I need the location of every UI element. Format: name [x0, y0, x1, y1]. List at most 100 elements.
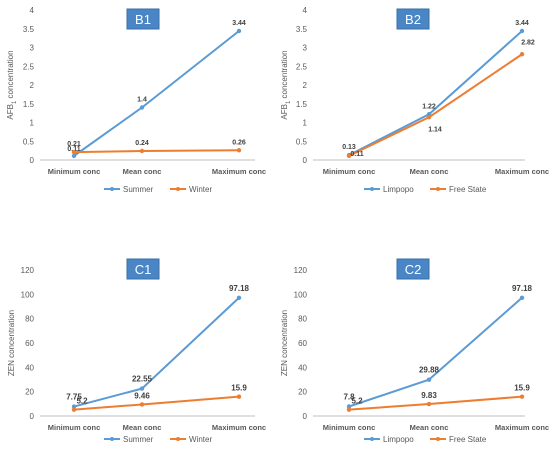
y-tick-label: 120 — [21, 266, 35, 275]
legend-marker — [436, 437, 440, 441]
y-tick-label: 3 — [303, 44, 308, 53]
data-label: 9.46 — [134, 391, 150, 400]
y-tick-label: 0.5 — [23, 137, 35, 146]
legend-label: Free State — [449, 185, 487, 194]
data-label: 97.18 — [229, 284, 250, 293]
data-point — [139, 105, 145, 110]
data-point — [236, 28, 242, 34]
chart-c1: C1 0 20 40 60 80 100 120 Minimum conc Mean conc Ma… — [7, 258, 266, 444]
data-label: 0.11 — [350, 151, 363, 158]
panel-label: B1 — [135, 12, 151, 27]
legend-label: Limpopo — [383, 435, 414, 444]
data-point — [426, 115, 432, 120]
y-tick-label: 60 — [25, 339, 34, 348]
data-label: 97.18 — [512, 284, 533, 293]
data-label: 0.26 — [232, 139, 246, 146]
y-tick-label: 40 — [25, 363, 34, 372]
data-label: 9.83 — [421, 391, 437, 400]
series-line-winter — [73, 395, 240, 411]
y-tick-label: 100 — [21, 290, 35, 299]
panel-label: C2 — [405, 262, 422, 277]
x-tick-label: Maximum conc — [495, 167, 549, 176]
y-tick-label: 2.5 — [23, 62, 35, 71]
x-tick-label: Mean conc — [123, 167, 162, 176]
data-point — [71, 153, 77, 159]
legend-label: Winter — [189, 185, 212, 194]
y-axis-title: AFB1 concentration — [6, 50, 18, 119]
data-label: 22.55 — [132, 375, 153, 384]
data-point — [236, 394, 242, 399]
x-tick-label: Minimum conc — [48, 167, 101, 176]
data-label: 0.24 — [135, 140, 149, 147]
y-tick-label: 100 — [294, 290, 308, 299]
data-point — [236, 295, 242, 300]
data-point — [426, 401, 432, 407]
y-tick-label: 1.5 — [23, 100, 35, 109]
panel-label: C1 — [135, 262, 152, 277]
panel-badge — [396, 258, 430, 280]
data-label: 0.21 — [67, 141, 81, 148]
x-tick-label: Mean conc — [410, 423, 449, 432]
x-tick-label: Maximum conc — [495, 423, 549, 432]
legend-marker — [436, 187, 440, 191]
data-label: 7.75 — [66, 393, 82, 402]
y-tick-label: 20 — [25, 388, 34, 397]
data-label: 29.88 — [419, 366, 440, 375]
y-axis-title: ZEN concentration — [280, 310, 289, 376]
panel-badge — [126, 258, 160, 280]
data-point — [346, 153, 352, 159]
y-tick-label: 3 — [30, 44, 35, 53]
data-label: 15.9 — [514, 384, 530, 393]
y-tick-label: 0 — [30, 156, 35, 165]
x-tick-label: Minimum conc — [323, 167, 376, 176]
legend-label: Limpopo — [383, 185, 414, 194]
series-line-summer — [73, 297, 240, 408]
panel-badge — [396, 8, 430, 30]
y-tick-label: 60 — [298, 339, 307, 348]
y-tick-label: 40 — [298, 363, 307, 372]
y-tick-label: 120 — [294, 266, 308, 275]
legend-marker — [370, 187, 374, 191]
data-label: 1.22 — [422, 103, 436, 110]
data-point — [71, 404, 77, 409]
data-label: 2.82 — [521, 39, 535, 46]
data-label: 5.2 — [351, 397, 363, 406]
y-tick-label: 3.5 — [23, 25, 35, 34]
y-tick-label: 4 — [30, 6, 35, 15]
x-tick-label: Minimum conc — [48, 423, 101, 432]
x-tick-label: Mean conc — [123, 423, 162, 432]
legend-label: Winter — [189, 435, 212, 444]
y-tick-label: 3.5 — [296, 25, 308, 34]
series-line-winter — [73, 149, 240, 154]
y-axis-title: AFB1 concentration — [280, 50, 292, 119]
data-point — [71, 149, 77, 155]
y-tick-label: 80 — [298, 315, 307, 324]
y-tick-label: 2.5 — [296, 62, 308, 71]
x-tick-label: Minimum conc — [323, 423, 376, 432]
y-tick-label: 2 — [303, 81, 308, 90]
y-tick-label: 1.5 — [296, 100, 308, 109]
data-point — [519, 295, 525, 300]
data-label: 15.9 — [231, 384, 247, 393]
data-label: 3.44 — [232, 20, 246, 27]
x-tick-label: Maximum conc — [212, 167, 266, 176]
data-point — [519, 394, 525, 399]
x-tick-label: Maximum conc — [212, 423, 266, 432]
legend-label: Free State — [449, 435, 487, 444]
panel-label: B2 — [405, 12, 421, 27]
y-axis-title: ZEN concentration — [7, 310, 16, 376]
data-point — [139, 386, 145, 391]
legend-marker — [176, 187, 180, 191]
y-tick-label: 20 — [298, 388, 307, 397]
data-label: 1.4 — [137, 97, 147, 104]
data-point — [519, 52, 525, 57]
legend-label: Summer — [123, 185, 154, 194]
data-point — [139, 148, 145, 154]
legend-marker — [110, 437, 114, 441]
data-point — [346, 407, 352, 412]
legend-marker — [176, 437, 180, 441]
data-point — [139, 402, 145, 407]
data-label: 7.8 — [343, 393, 355, 402]
